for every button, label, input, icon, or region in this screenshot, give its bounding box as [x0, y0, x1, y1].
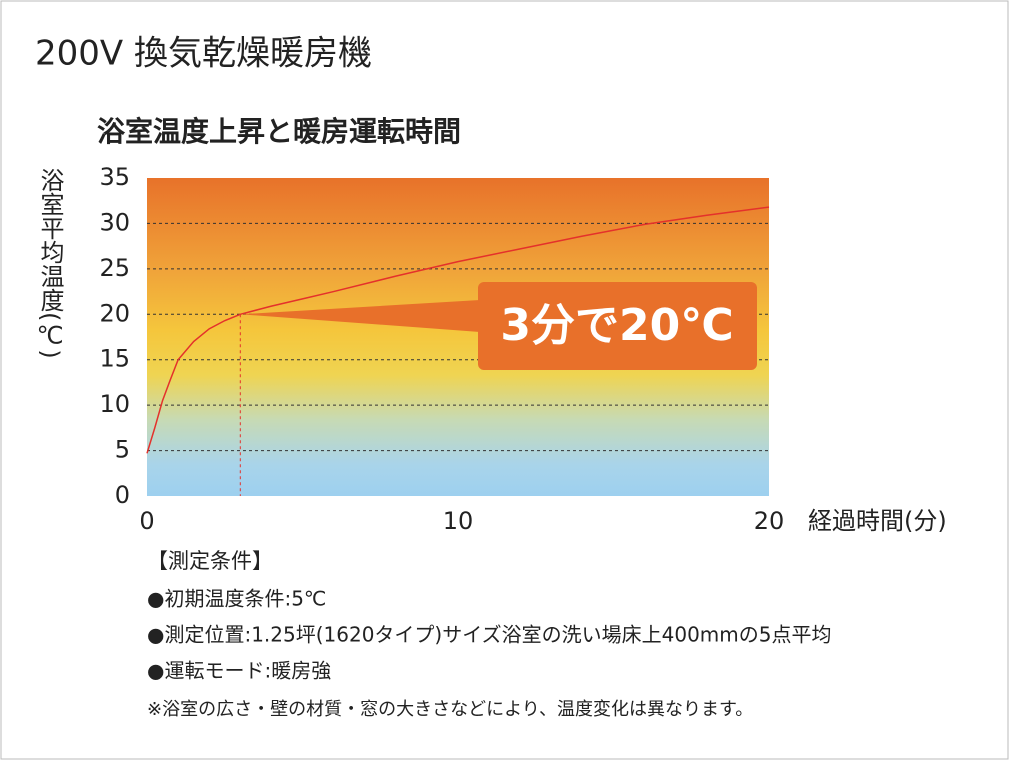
x-tick-label: 20: [754, 507, 785, 535]
y-tick-label: 5: [115, 436, 130, 464]
callout-box: [478, 282, 757, 370]
condition: ●初期温度条件:5℃: [147, 587, 326, 611]
y-tick-label: 20: [99, 299, 130, 327]
conditions-title: 【測定条件】: [147, 549, 273, 573]
y-tick-label: 30: [99, 208, 130, 236]
y-tick-label: 15: [99, 345, 130, 373]
chart-title: 200V 換気乾燥暖房機: [35, 34, 372, 74]
data-line: [146, 206, 770, 454]
footnote: ※浴室の広さ・壁の材質・窓の大きさなどにより、温度変化は異なります。: [147, 699, 753, 720]
x-tick-label: 10: [443, 507, 474, 535]
condition: ●測定位置:1.25坪(1620タイプ)サイズ浴室の洗い場床上400mmの5点平…: [147, 623, 832, 647]
callout-pointer: [240, 300, 480, 332]
x-axis-label: 経過時間(分): [808, 507, 947, 535]
chart-subtitle: 浴室温度上昇と暖房運転時間: [97, 115, 461, 148]
y-tick-label: 10: [99, 390, 130, 418]
y-tick-label: 25: [99, 254, 130, 282]
y-tick-label: 0: [115, 481, 130, 509]
y-tick-label: 35: [99, 163, 130, 191]
x-tick-label: 0: [139, 507, 154, 535]
y-axis-label: 浴室平均温度(℃): [36, 168, 64, 359]
condition: ●運転モード:暖房強: [147, 659, 331, 683]
callout-text: 3分で20℃: [500, 300, 733, 351]
